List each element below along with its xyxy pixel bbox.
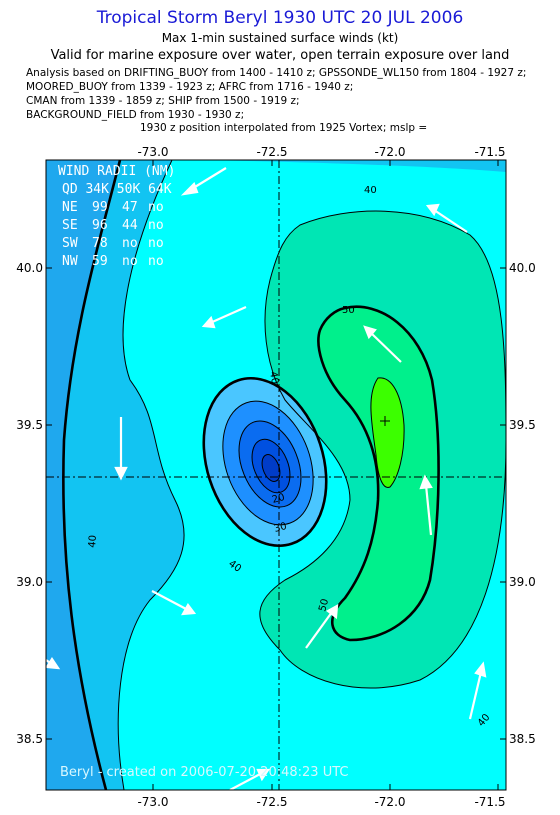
contour-label: 40 bbox=[87, 535, 99, 549]
wind-radii-quadrant: NE bbox=[62, 200, 78, 215]
wind-vector-head bbox=[181, 602, 197, 616]
wind-vector bbox=[433, 209, 468, 233]
wind-radii-title: WIND RADII (NM) bbox=[58, 164, 175, 179]
plot-frame bbox=[45, 159, 507, 791]
x-tick-label: -72.0 bbox=[374, 795, 405, 809]
wind-vector bbox=[229, 772, 263, 790]
x-tick-label: -72.0 bbox=[374, 145, 405, 159]
y-tick-label: 39.0 bbox=[509, 575, 536, 589]
contour-lines bbox=[117, 160, 506, 790]
contour-line-bold bbox=[62, 160, 122, 790]
wind-radii-quadrant: SE bbox=[62, 218, 78, 233]
analysis-line-3: CMAN from 1339 - 1859 z; SHIP from 1500 … bbox=[26, 95, 300, 107]
contour-label: 30 bbox=[273, 521, 288, 535]
wind-band-green bbox=[370, 377, 405, 488]
wind-radii-table: WIND RADII (NM) QD 34K 50K 64K NE 99 47 … bbox=[58, 164, 175, 269]
x-tick-labels-bottom: -73.0 -72.5 -72.0 -71.5 bbox=[137, 795, 505, 809]
wind-vector-head bbox=[201, 315, 216, 329]
wind-vector-head bbox=[256, 768, 271, 782]
map-title: Tropical Storm Beryl 1930 UTC 20 JUL 200… bbox=[96, 8, 464, 28]
axis-ticks bbox=[46, 160, 506, 790]
contour-label: 50 bbox=[317, 598, 331, 613]
wind-radii-64k: no bbox=[148, 236, 164, 251]
contour-label: 40 bbox=[267, 371, 280, 385]
contour-line bbox=[238, 420, 302, 508]
wind-core-ring-5 bbox=[262, 454, 280, 482]
x-tick-label: -73.0 bbox=[137, 145, 168, 159]
contour-label: 40 bbox=[364, 185, 377, 196]
x-tick-label: -71.5 bbox=[474, 145, 505, 159]
wind-radii-64k: no bbox=[148, 254, 164, 269]
contour-labels: 40 40 40 40 50 50 40 30 20 bbox=[87, 185, 492, 729]
y-tick-label: 39.5 bbox=[16, 418, 43, 432]
max-wind-marker bbox=[380, 416, 390, 426]
y-tick-label: 40.0 bbox=[16, 261, 43, 275]
map-footer: Beryl - created on 2006-07-20 20:48:23 U… bbox=[60, 765, 348, 780]
wind-vector-head bbox=[180, 182, 199, 196]
wind-radii-row-ne: NE 99 47 no bbox=[62, 200, 164, 215]
y-tick-label: 40.0 bbox=[509, 261, 536, 275]
wind-radii-quadrant: SW bbox=[62, 236, 78, 251]
x-tick-labels-top: -73.0 -72.5 -72.0 -71.5 bbox=[137, 145, 505, 159]
y-tick-label: 38.5 bbox=[16, 732, 43, 746]
y-tick-labels-right: 40.0 39.5 39.0 38.5 bbox=[509, 261, 536, 746]
wind-radii-64k: no bbox=[148, 200, 164, 215]
wind-radii-row-se: SE 96 44 no bbox=[62, 218, 164, 233]
wind-radii-header: QD 34K 50K 64K bbox=[62, 182, 172, 197]
contour-line bbox=[370, 377, 405, 488]
contour-line-bold bbox=[317, 305, 440, 642]
contour-line bbox=[117, 160, 185, 790]
y-tick-label: 39.5 bbox=[509, 418, 536, 432]
wind-radii-50k: 44 bbox=[122, 218, 138, 233]
y-tick-label: 38.5 bbox=[509, 732, 536, 746]
wind-vector-head bbox=[114, 466, 128, 481]
x-tick-label: -72.5 bbox=[256, 145, 287, 159]
x-tick-label: -72.5 bbox=[256, 795, 287, 809]
wind-vectors bbox=[46, 167, 487, 790]
wind-radii-50k: no bbox=[122, 254, 138, 269]
interp-line: 1930 z position interpolated from 1925 V… bbox=[140, 122, 428, 134]
wind-radii-34k: 99 bbox=[92, 200, 108, 215]
contour-lines-bold bbox=[62, 160, 440, 790]
wind-radii-34k: 78 bbox=[92, 236, 108, 251]
map-subtitle-exposure: Valid for marine exposure over water, op… bbox=[50, 48, 510, 63]
wind-vector-head bbox=[419, 474, 433, 490]
contour-line bbox=[251, 438, 291, 494]
x-tick-label: -71.5 bbox=[474, 795, 505, 809]
wind-vector bbox=[468, 671, 483, 720]
contour-line-bold bbox=[202, 376, 328, 548]
wind-vector-head bbox=[46, 656, 61, 670]
wind-vector bbox=[424, 484, 433, 536]
wind-vector-head bbox=[425, 203, 440, 217]
wind-radii-row-sw: SW 78 no no bbox=[62, 236, 164, 251]
map-subtitle-winds: Max 1-min sustained surface winds (kt) bbox=[161, 31, 399, 45]
wind-vector bbox=[151, 590, 189, 611]
wind-radii-50k: no bbox=[122, 236, 138, 251]
wind-radii-64k: no bbox=[148, 218, 164, 233]
analysis-line-2: MOORED_BUOY from 1339 - 1923 z; AFRC fro… bbox=[26, 81, 354, 93]
wind-radii-quadrant: NW bbox=[62, 254, 78, 269]
wind-vector bbox=[209, 305, 247, 325]
contour-label: 50 bbox=[342, 305, 355, 316]
x-tick-label: -73.0 bbox=[137, 795, 168, 809]
wind-radii-34k: 96 bbox=[92, 218, 108, 233]
contour-label: 20 bbox=[271, 492, 286, 506]
wind-vector bbox=[305, 611, 333, 649]
wind-vector bbox=[369, 331, 402, 363]
wind-radii-row-nw: NW 59 no no bbox=[62, 254, 164, 269]
wind-vector-head bbox=[474, 661, 487, 678]
wind-radii-34k: 59 bbox=[92, 254, 108, 269]
wind-contours: 40 40 40 40 50 50 40 30 20 WIND RADII (N… bbox=[46, 160, 506, 790]
analysis-line-1: Analysis based on DRIFTING_BUOY from 140… bbox=[26, 67, 527, 79]
y-tick-label: 39.0 bbox=[16, 575, 43, 589]
analysis-line-4: BACKGROUND_FIELD from 1930 - 1930 z; bbox=[26, 109, 245, 121]
wind-radii-50k: 47 bbox=[122, 200, 138, 215]
contour-line bbox=[259, 210, 506, 689]
wind-vector-head bbox=[325, 604, 339, 620]
wind-vector-head bbox=[363, 325, 377, 340]
y-tick-labels-left: 40.0 39.5 39.0 38.5 bbox=[16, 261, 43, 746]
